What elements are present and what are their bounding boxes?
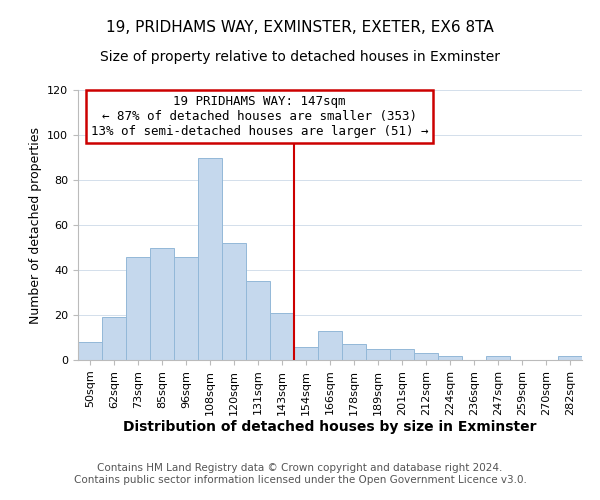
- Text: 19 PRIDHAMS WAY: 147sqm
← 87% of detached houses are smaller (353)
13% of semi-d: 19 PRIDHAMS WAY: 147sqm ← 87% of detache…: [91, 96, 428, 138]
- Bar: [366, 349, 390, 360]
- Bar: [198, 158, 222, 360]
- Bar: [318, 331, 342, 360]
- Bar: [342, 344, 366, 360]
- Bar: [486, 356, 510, 360]
- Text: Contains HM Land Registry data © Crown copyright and database right 2024.
Contai: Contains HM Land Registry data © Crown c…: [74, 464, 526, 485]
- Bar: [414, 353, 438, 360]
- Y-axis label: Number of detached properties: Number of detached properties: [29, 126, 41, 324]
- Bar: [558, 356, 582, 360]
- Bar: [126, 256, 150, 360]
- Bar: [390, 349, 414, 360]
- Text: 19, PRIDHAMS WAY, EXMINSTER, EXETER, EX6 8TA: 19, PRIDHAMS WAY, EXMINSTER, EXETER, EX6…: [106, 20, 494, 35]
- X-axis label: Distribution of detached houses by size in Exminster: Distribution of detached houses by size …: [123, 420, 537, 434]
- Bar: [438, 356, 462, 360]
- Bar: [222, 243, 246, 360]
- Bar: [270, 313, 294, 360]
- Bar: [246, 281, 270, 360]
- Text: Size of property relative to detached houses in Exminster: Size of property relative to detached ho…: [100, 50, 500, 64]
- Bar: [102, 318, 126, 360]
- Bar: [150, 248, 174, 360]
- Bar: [174, 256, 198, 360]
- Bar: [294, 346, 318, 360]
- Bar: [78, 342, 102, 360]
